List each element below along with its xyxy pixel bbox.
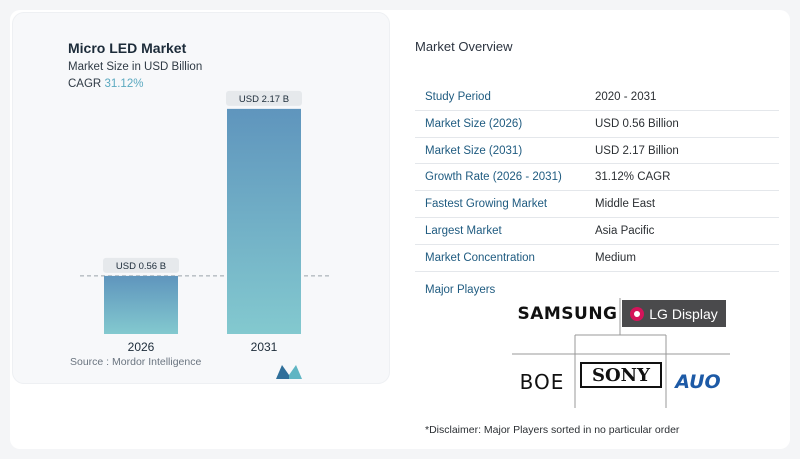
lg-display-text: LG Display [649,305,718,322]
chart-subtitle: Market Size in USD Billion [68,61,203,73]
disclaimer: *Disclaimer: Major Players sorted in no … [425,424,680,436]
overview-row: Study Period 2020 - 2031 [415,84,779,111]
cagr-value: 31.12% [104,78,144,90]
data-label-bg [226,90,302,106]
data-label: USD 2.17 B [239,94,289,105]
bar-2031 [227,108,301,334]
sony-logo: SONY [580,362,662,388]
overview-row: Market Size (2031) USD 2.17 Billion [415,138,779,165]
overview-label: Fastest Growing Market [425,198,548,211]
mordor-logo-icon [276,365,302,379]
source-attribution: Source : Mordor Intelligence [70,356,202,368]
chart-title: Micro LED Market [68,40,187,56]
overview-label: Largest Market [425,224,502,237]
overview-value: 31.12% CAGR [595,171,671,184]
cagr-line: CAGR 31.12% [68,78,143,90]
bar-chart: USD 0.56 B 2026 USD 2.17 B 2031 [80,90,330,354]
overview-value: Middle East [595,198,656,211]
overview-value: 2020 - 2031 [595,91,657,103]
overview-label: Market Size (2026) [425,117,523,130]
overview-row: Fastest Growing Market Middle East [415,191,779,218]
boe-logo: BOE [519,370,565,394]
x-tick-label: 2026 [128,340,155,354]
bar-2026 [104,275,178,334]
data-label: USD 0.56 B [116,261,166,272]
lg-circle-icon [630,306,645,321]
cagr-label: CAGR [68,78,102,90]
overview-table: Study Period 2020 - 2031 Market Size (20… [415,84,779,272]
auo-logo: AUO [675,371,721,393]
overview-row: Largest Market Asia Pacific [415,218,779,245]
overview-label: Study Period [425,91,491,103]
overview-value: USD 2.17 Billion [595,144,679,157]
overview-value: USD 0.56 Billion [595,117,679,130]
overview-value: Medium [595,251,636,264]
samsung-logo: SAMSUNG [517,304,618,324]
overview-title: Market Overview [415,39,513,54]
overview-label: Growth Rate (2026 - 2031) [425,171,562,184]
major-players-title: Major Players [425,284,496,296]
lg-display-logo: LG Display [622,300,726,327]
chart-panel [12,12,390,384]
overview-row: Market Size (2026) USD 0.56 Billion [415,111,779,138]
data-label-bg [103,257,179,273]
overview-label: Market Concentration [425,251,535,264]
x-tick-label: 2031 [251,340,278,354]
overview-row: Market Concentration Medium [415,245,779,272]
overview-row: Growth Rate (2026 - 2031) 31.12% CAGR [415,164,779,192]
overview-value: Asia Pacific [595,224,655,237]
overview-label: Market Size (2031) [425,144,523,157]
